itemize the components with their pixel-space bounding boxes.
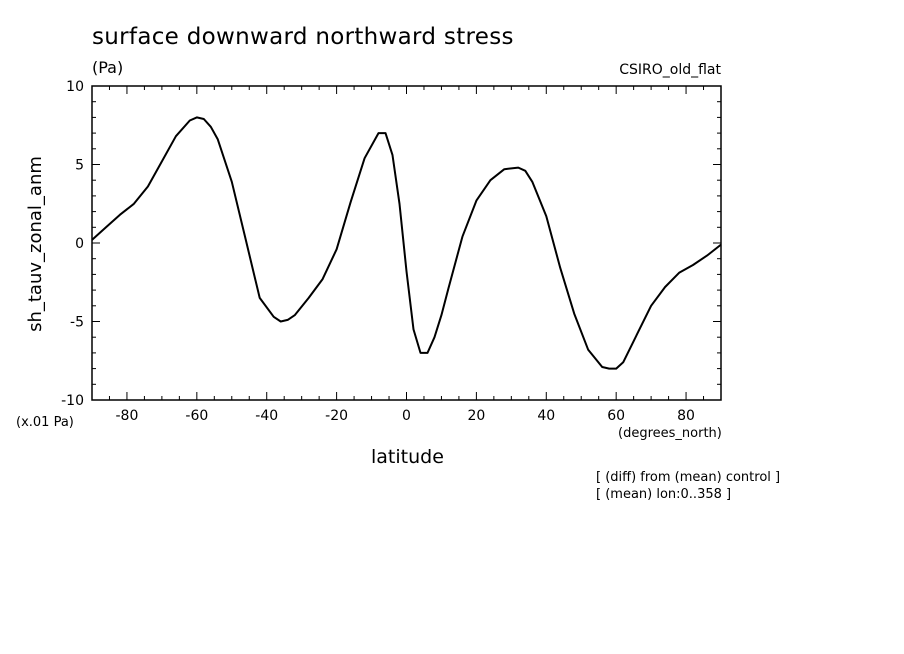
x-tick-label: -40 <box>255 408 278 424</box>
x-tick-label: 40 <box>537 408 555 424</box>
model-label: CSIRO_old_flat <box>619 62 721 78</box>
y-tick-label: 0 <box>75 236 84 252</box>
x-tick-label: -80 <box>116 408 139 424</box>
tick-marks <box>91 85 722 401</box>
x-tick-label: 20 <box>467 408 485 424</box>
scale-note: (x.01 Pa) <box>16 415 74 430</box>
x-axis-label: latitude <box>371 446 444 468</box>
series-line <box>91 116 722 370</box>
units-label: (Pa) <box>92 58 124 77</box>
tick-labels: -80 -60 -40 -20 0 20 40 60 80 -10 -5 0 5 10 <box>61 79 695 424</box>
y-tick-label: -10 <box>61 393 84 409</box>
x-tick-label: 0 <box>402 408 411 424</box>
x-tick-label: -20 <box>325 408 348 424</box>
note-mean: [ (mean) lon:0..358 ] <box>596 487 732 502</box>
x-axis-units: (degrees_north) <box>618 426 722 441</box>
x-tick-label: 60 <box>607 408 625 424</box>
x-tick-label: 80 <box>677 408 695 424</box>
y-tick-label: 10 <box>66 79 84 95</box>
note-diff: [ (diff) from (mean) control ] <box>596 470 781 485</box>
chart-title: surface downward northward stress <box>92 24 514 50</box>
x-tick-label: -60 <box>185 408 208 424</box>
y-tick-label: 5 <box>75 158 84 174</box>
y-tick-label: -5 <box>70 315 84 331</box>
plot-frame <box>91 85 722 401</box>
